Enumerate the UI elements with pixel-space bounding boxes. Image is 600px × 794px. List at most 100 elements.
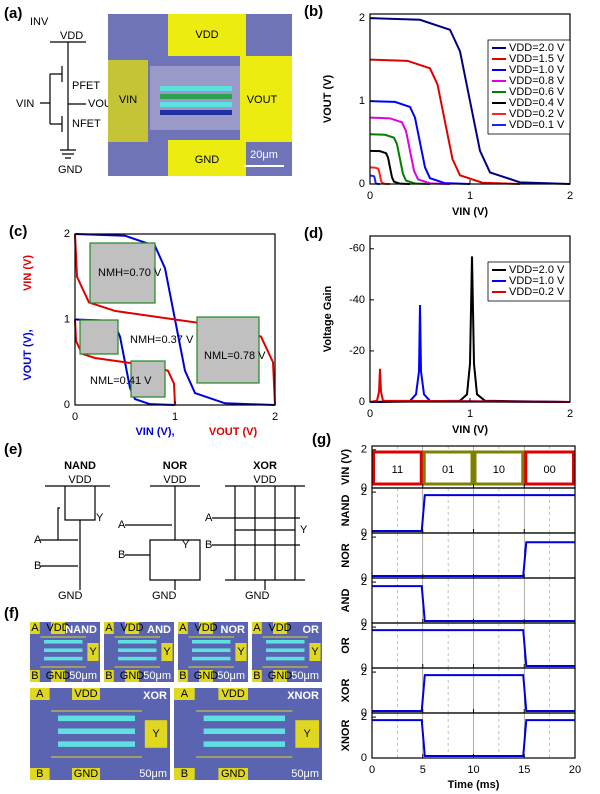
y-tick-label: 2 <box>361 666 367 678</box>
y-tick-label: 0 <box>361 662 367 674</box>
gate-name: XOR <box>253 460 277 472</box>
pad-label: VDD <box>46 622 69 634</box>
pad-label: GND <box>221 768 246 780</box>
device <box>266 640 305 644</box>
pad <box>178 622 188 634</box>
stripe <box>160 102 232 107</box>
inv-label: INV <box>30 16 49 28</box>
pad-label: B <box>31 670 38 682</box>
wires <box>40 636 86 668</box>
gate-name: NOR <box>163 460 188 472</box>
chip-name: AND <box>147 624 171 636</box>
margin-box <box>130 360 166 398</box>
device <box>44 640 83 644</box>
wires <box>125 485 201 590</box>
input-state-label: 11 <box>392 464 403 476</box>
y-tick-label: -40 <box>349 294 365 306</box>
line <box>372 541 575 577</box>
y-tick-label: 2 <box>361 486 367 498</box>
x-tick-label: 20 <box>569 764 581 776</box>
stripe <box>160 86 232 91</box>
legend-label: VDD=0.6 V <box>509 86 565 98</box>
legend-label: VDD=1.5 V <box>509 53 565 65</box>
line <box>369 116 451 185</box>
gnd-label: GND <box>195 154 220 166</box>
wires <box>262 636 308 668</box>
pad <box>252 622 262 634</box>
legend-label: VDD=2.0 V <box>509 264 565 276</box>
pad-label: A <box>181 688 189 700</box>
stripe <box>160 110 232 115</box>
pad <box>199 670 213 682</box>
line <box>372 674 575 712</box>
pad-label: B <box>179 670 186 682</box>
gate-schematics: (e) NAND VDD A B Y GND NOR VDD A B Y GND… <box>4 441 308 602</box>
pad-label: VDD <box>120 622 143 634</box>
legend-label: VDD=0.2 V <box>509 108 565 120</box>
device <box>192 656 231 661</box>
pad <box>30 670 40 682</box>
device <box>118 648 157 652</box>
pad <box>309 643 321 661</box>
y-axis-label: NAND <box>340 495 352 527</box>
y-axis-label: VIN (V) <box>22 255 34 291</box>
pad <box>72 688 100 700</box>
pad-label: A <box>31 622 39 634</box>
input-state <box>422 450 474 486</box>
y-axis-label: VOUT (V), <box>22 329 34 380</box>
a-label: A <box>118 519 126 531</box>
y-tick-label: 0 <box>361 482 367 494</box>
device <box>203 728 285 734</box>
input-state-label: 00 <box>544 464 556 476</box>
device <box>58 741 135 747</box>
panel-label: (e) <box>4 441 22 458</box>
y-axis-label: Voltage Gain <box>322 286 334 353</box>
pad-label: A <box>105 622 113 634</box>
pad <box>87 643 99 661</box>
b-label: B <box>118 549 125 561</box>
x-tick-label: 1 <box>467 408 473 420</box>
pad-label: VDD <box>194 622 217 634</box>
y-tick-label: 2 <box>361 576 367 588</box>
x-tick-label: 0 <box>367 408 373 420</box>
pad <box>218 688 248 700</box>
wires <box>114 636 160 668</box>
line <box>369 149 411 185</box>
pad-label: Y <box>311 646 319 658</box>
legend-label: VDD=0.1 V <box>509 119 565 131</box>
margin-box <box>196 316 260 384</box>
vdd-label: VDD <box>68 474 91 486</box>
y-label: Y <box>182 539 190 551</box>
wires <box>196 710 293 758</box>
scale-label: 50μm <box>291 768 319 780</box>
panel-label: (d) <box>304 225 323 242</box>
pad <box>30 622 40 634</box>
pad-label: Y <box>163 646 171 658</box>
line <box>372 629 575 667</box>
pad <box>125 670 139 682</box>
nand-gate: NAND VDD A B Y GND <box>34 460 110 602</box>
vdd-label: VDD <box>60 30 83 42</box>
x-tick-label: 0 <box>367 190 373 202</box>
annotation: NML=0.41 V <box>90 375 152 387</box>
panel-label: (a) <box>4 5 22 22</box>
y-axis-label: XNOR <box>340 720 352 752</box>
line <box>369 100 471 185</box>
pad <box>273 622 287 634</box>
wires <box>212 485 305 590</box>
nfet-label: NFET <box>72 118 101 130</box>
pad <box>108 60 148 142</box>
y-axis-label: AND <box>340 589 352 613</box>
chip-name: OR <box>303 624 320 636</box>
pad-label: A <box>253 622 261 634</box>
y-tick-label: 0 <box>361 707 367 719</box>
input-state <box>524 450 575 486</box>
x-tick-label: 0 <box>72 411 78 423</box>
panel-label: (b) <box>304 3 323 20</box>
scale-label: 50μm <box>143 670 171 682</box>
x-tick-label: 0 <box>369 764 375 776</box>
panel-label: (f) <box>4 605 19 622</box>
pad-label: A <box>36 688 44 700</box>
y-tick-label: 0 <box>361 572 367 584</box>
margin-box <box>89 242 156 304</box>
